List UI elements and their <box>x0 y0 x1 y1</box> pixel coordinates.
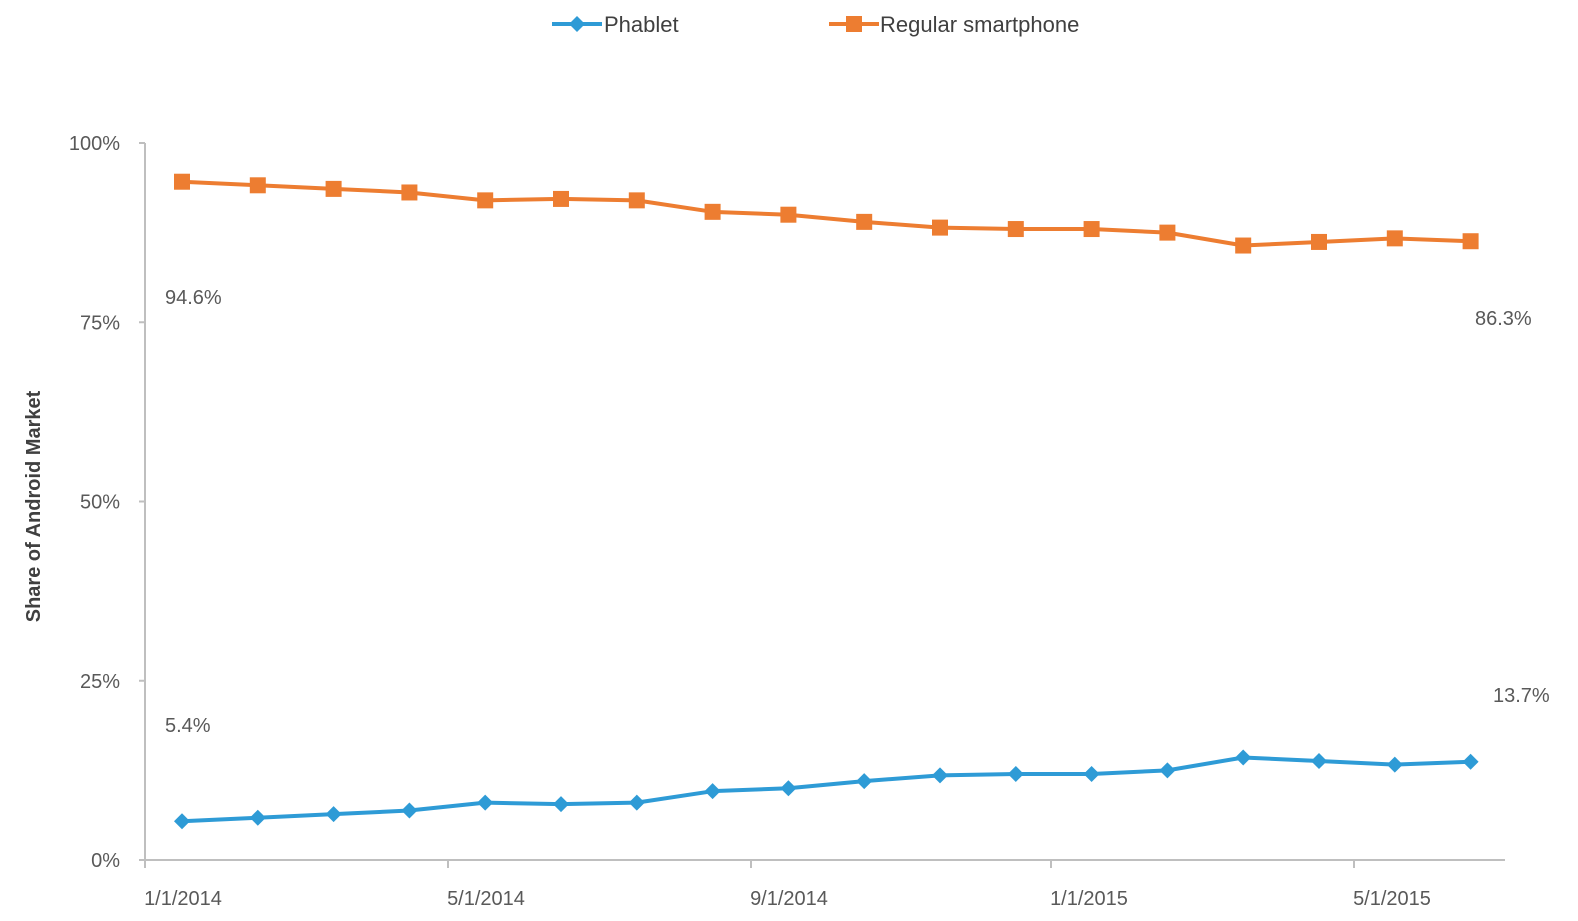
y-tick-label: 50% <box>80 492 120 514</box>
phablet-point <box>1462 753 1479 770</box>
axes: 0% 25% 50% 75% 100% 1/1/2014 5/1/2014 9/1/2014 1… <box>23 133 1505 910</box>
phablet-point <box>477 794 494 811</box>
y-axis-title: Share of Android Market <box>23 390 45 622</box>
regular-smartphone-data-label: 94.6% <box>165 287 222 309</box>
phablet-point <box>401 802 418 819</box>
regular-smartphone-point <box>1386 230 1403 247</box>
regular-smartphone-point <box>249 177 266 194</box>
y-tick-label: 25% <box>80 671 120 693</box>
regular-smartphone-data-label: 86.3% <box>1475 308 1532 330</box>
regular-smartphone-point <box>1311 233 1327 250</box>
x-tick-label: 1/1/2015 <box>1050 888 1128 910</box>
phablet-point <box>856 773 873 790</box>
phablet-line <box>181 755 1471 824</box>
phablet-point <box>1159 762 1176 779</box>
series-layer <box>174 173 1479 830</box>
phablet-point <box>1386 756 1403 773</box>
regular-smartphone-point <box>628 192 645 209</box>
legend-regular-smartphone-label: Regular smartphone <box>880 12 1079 37</box>
phablet-point <box>704 783 721 800</box>
regular-smartphone-point <box>1235 237 1252 254</box>
x-tick-label: 5/1/2014 <box>447 888 525 910</box>
phablet-point <box>1235 749 1252 766</box>
x-tick-label: 5/1/2015 <box>1353 888 1431 910</box>
x-tick-label: 9/1/2014 <box>750 888 828 910</box>
x-tick-label: 1/1/2014 <box>144 888 222 910</box>
legend-phablet-marker <box>569 16 585 32</box>
regular-smartphone-point <box>704 203 721 220</box>
regular-smartphone-point <box>174 173 190 190</box>
phablet-data-label: 5.4% <box>165 715 211 737</box>
legend-regular-smartphone-marker <box>846 16 862 32</box>
regular-smartphone-point <box>325 180 342 197</box>
regular-smartphone-point <box>1462 233 1479 250</box>
phablet-point <box>1083 765 1100 782</box>
phablet-point <box>1311 753 1327 770</box>
regular-smartphone-point <box>1159 224 1176 241</box>
phablet-point <box>249 809 266 826</box>
regular-smartphone-point <box>932 219 948 236</box>
legend: Phablet Regular smartphone <box>552 12 1079 37</box>
y-tick-label: 75% <box>80 312 120 334</box>
phablet-point <box>174 813 190 830</box>
phablet-point <box>325 806 342 823</box>
regular-smartphone-line <box>181 179 1471 248</box>
regular-smartphone-point <box>780 206 797 223</box>
regular-smartphone-point <box>856 213 873 230</box>
regular-smartphone-point <box>1007 221 1024 238</box>
phablet-point <box>932 767 948 784</box>
regular-smartphone-point <box>553 190 569 207</box>
phablet-point <box>553 796 569 813</box>
data-labels: 5.4% 13.7% 94.6% 86.3% <box>165 287 1550 737</box>
phablet-data-label: 13.7% <box>1493 685 1550 707</box>
regular-smartphone-point <box>1083 221 1100 238</box>
phablet-point <box>628 794 645 811</box>
regular-smartphone-point <box>477 192 494 209</box>
phablet-point <box>1007 765 1024 782</box>
y-tick-label: 100% <box>69 133 120 155</box>
legend-phablet-label: Phablet <box>604 12 679 37</box>
regular-smartphone-point <box>401 184 418 201</box>
phablet-point <box>780 780 797 797</box>
y-tick-label: 0% <box>91 850 120 872</box>
